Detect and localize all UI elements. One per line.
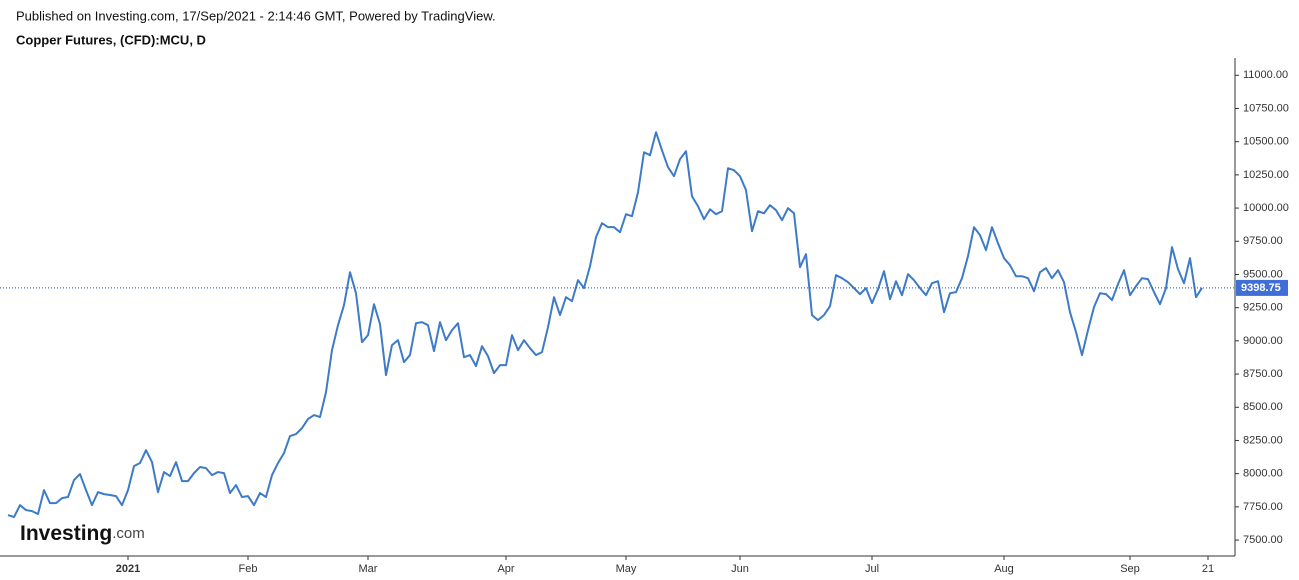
y-tick-label: 11000.00 [1243,69,1288,81]
x-tick-label: Sep [1120,563,1140,575]
y-tick-label: 8500.00 [1243,401,1283,413]
y-tick-label: 10250.00 [1243,169,1289,181]
price-line [7,131,1203,519]
x-tick-label: May [616,563,637,575]
y-tick-label: 10750.00 [1243,102,1289,114]
last-value-label: 9398.75 [1241,282,1281,294]
last-value-box [1236,279,1288,296]
y-tick-label: 7750.00 [1243,501,1283,513]
y-tick-label: 9750.00 [1243,235,1283,247]
chart-title: Copper Futures, (CFD):MCU, D [16,32,206,47]
x-tick-label: Mar [359,563,378,575]
y-tick-label: 8750.00 [1243,368,1283,380]
y-tick-label: 7500.00 [1243,534,1283,546]
x-tick-label: Apr [497,563,514,575]
y-tick-label: 8000.00 [1243,468,1283,480]
logo: Investing.com [20,522,145,545]
y-tick-label: 10500.00 [1243,136,1289,148]
y-tick-label: 9000.00 [1243,335,1283,347]
logo-main: Investing [20,522,112,545]
x-tick-label: Aug [994,563,1014,575]
published-note: Published on Investing.com, 17/Sep/2021 … [16,8,496,23]
y-tick-label: 10000.00 [1243,202,1289,214]
y-tick-label: 9250.00 [1243,302,1283,314]
x-tick-label: 2021 [116,563,140,575]
x-tick-label: Feb [239,563,258,575]
x-tick-label: Jun [731,563,749,575]
y-tick-label: 8250.00 [1243,434,1283,446]
logo-suffix: .com [112,525,145,542]
x-tick-label: Jul [865,563,879,575]
y-tick-label: 9500.00 [1243,268,1283,280]
x-tick-label: 21 [1202,563,1214,575]
